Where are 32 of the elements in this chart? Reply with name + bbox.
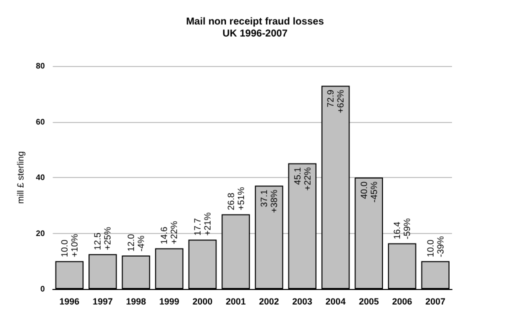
x-tick-label: 2006 [392, 296, 412, 306]
y-tick-label: 40 [36, 173, 46, 182]
x-tick-label: 1999 [159, 296, 180, 306]
x-tick-label: 2007 [425, 296, 446, 306]
data-label: 17.7 +21% [192, 212, 212, 236]
y-tick-label: 20 [36, 228, 46, 238]
chart-title: Mail non receipt fraud losses [186, 16, 324, 28]
x-tick-label: 2002 [259, 296, 280, 306]
x-tick-label: 2001 [226, 296, 246, 306]
data-label: 10.0 +10% [59, 234, 80, 258]
chart-subtitle: UK 1996-2007 [222, 28, 288, 40]
data-label: 72.9 +62% [326, 90, 346, 114]
x-tick-label: 1996 [59, 296, 80, 306]
data-label: 14.6 +22% [159, 221, 180, 244]
data-label: 10.0 -39% [425, 236, 446, 258]
data-label: 26.8 +51% [226, 187, 246, 210]
x-tick-label: 1998 [126, 296, 146, 306]
x-tick-label: 2005 [358, 296, 379, 306]
data-label: 37.1 +38% [259, 190, 280, 213]
data-label: 45.1 +22% [292, 167, 312, 191]
data-label: 40.0 -45% [358, 182, 379, 203]
y-tick-label: 80 [36, 62, 46, 70]
x-tick-label: 2003 [292, 296, 312, 306]
data-label: 16.4 -59% [392, 218, 412, 240]
y-tick-label: 0 [40, 284, 46, 294]
x-tick-label: 2004 [326, 296, 346, 306]
data-label: 12.0 -4% [126, 234, 146, 252]
x-tick-label: 2000 [192, 296, 213, 306]
data-label: 12.5 +25% [92, 226, 113, 250]
y-tick-label: 60 [36, 117, 46, 126]
y-axis-title: mill £ sterling [16, 151, 26, 204]
x-tick-label: 1997 [92, 296, 113, 306]
